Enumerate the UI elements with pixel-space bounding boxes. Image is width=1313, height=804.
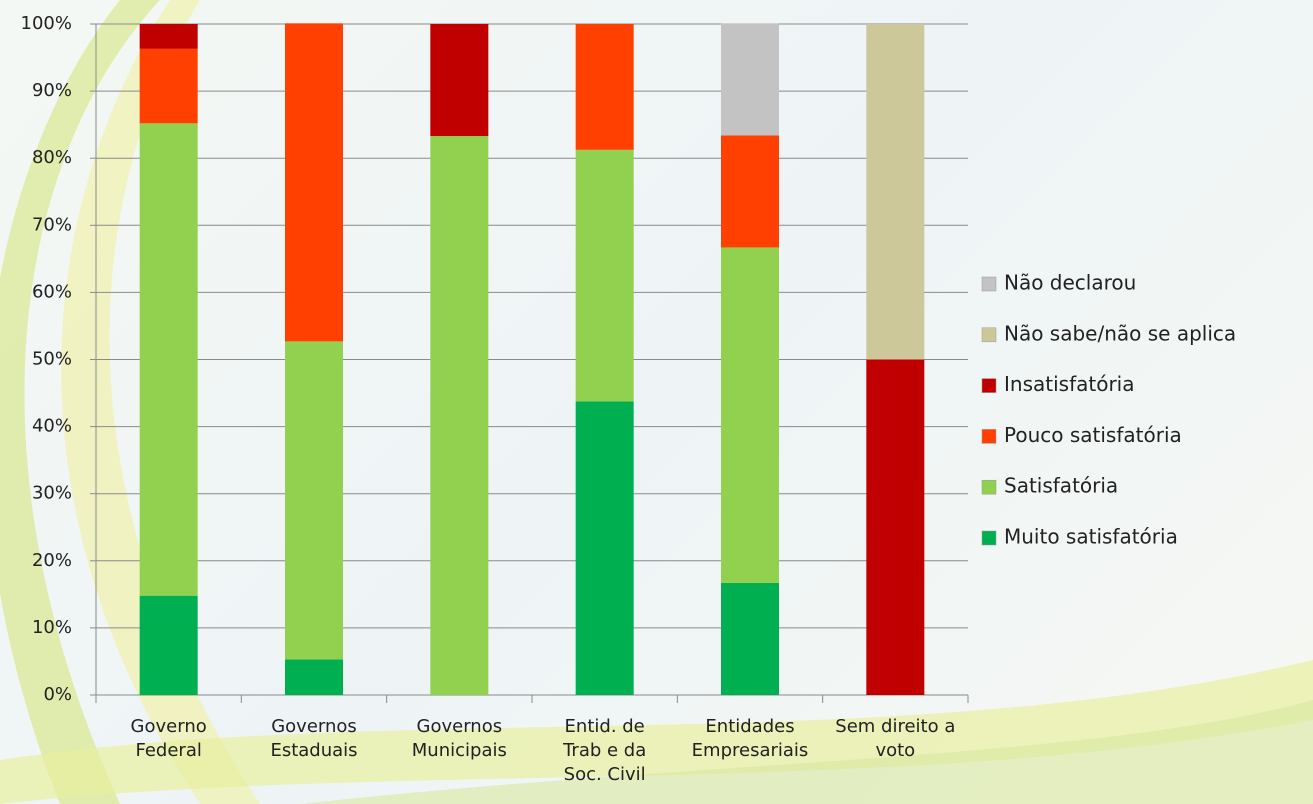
bar-segment (866, 359, 925, 695)
y-tick-label: 100% (21, 13, 72, 34)
bar-segment (285, 659, 343, 695)
bar-segment (139, 123, 198, 596)
legend-label: Não sabe/não se aplica (1004, 321, 1236, 345)
legend-label: Insatisfatória (1004, 372, 1134, 396)
legend-swatch (981, 378, 997, 393)
legend-swatch (981, 530, 997, 546)
bar-segment (575, 24, 634, 150)
x-tick-label: Governos Estaduais (270, 716, 358, 761)
legend-swatch (981, 327, 997, 343)
y-tick-label: 30% (32, 483, 72, 504)
legend-label: Pouco satisfatória (1004, 423, 1182, 447)
bar-segment (430, 136, 489, 695)
y-tick-label: 80% (32, 147, 72, 168)
bar-segment (866, 24, 925, 360)
bar-segment (139, 24, 198, 49)
bar-segment (430, 24, 489, 137)
x-tick-label: Entid. de Trab e da Soc. Civil (563, 716, 647, 785)
bar-segment (139, 48, 198, 124)
legend-label: Satisfatória (1004, 474, 1118, 498)
x-tick-label: Entidades Empresariais (691, 716, 809, 761)
bar-segment (721, 247, 779, 583)
y-tick-label: 90% (32, 80, 72, 101)
x-tick-label: Governos Municipais (411, 716, 507, 761)
x-tick-label: Sem direito a voto (835, 716, 956, 761)
x-tick-label: Governo Federal (130, 716, 207, 761)
y-tick-label: 0% (43, 684, 72, 705)
bar-segment (285, 23, 343, 342)
bar-segment (721, 135, 779, 248)
bar-segment (721, 582, 779, 695)
y-tick-label: 50% (32, 349, 72, 370)
legend-label: Não declarou (1004, 271, 1136, 295)
y-tick-label: 20% (32, 550, 72, 571)
bar-segment (575, 401, 634, 695)
bar-segment (285, 341, 343, 660)
legend-swatch (981, 429, 997, 444)
bar-segment (575, 149, 634, 402)
bar-segment (721, 23, 779, 136)
legend-swatch (981, 276, 997, 292)
y-tick-label: 70% (32, 214, 72, 235)
y-tick-label: 40% (32, 416, 72, 437)
bar-segment (139, 595, 198, 695)
y-tick-label: 60% (32, 281, 72, 302)
y-tick-label: 10% (32, 617, 72, 638)
legend-label: Muito satisfatória (1004, 525, 1178, 549)
legend-swatch (981, 479, 997, 495)
